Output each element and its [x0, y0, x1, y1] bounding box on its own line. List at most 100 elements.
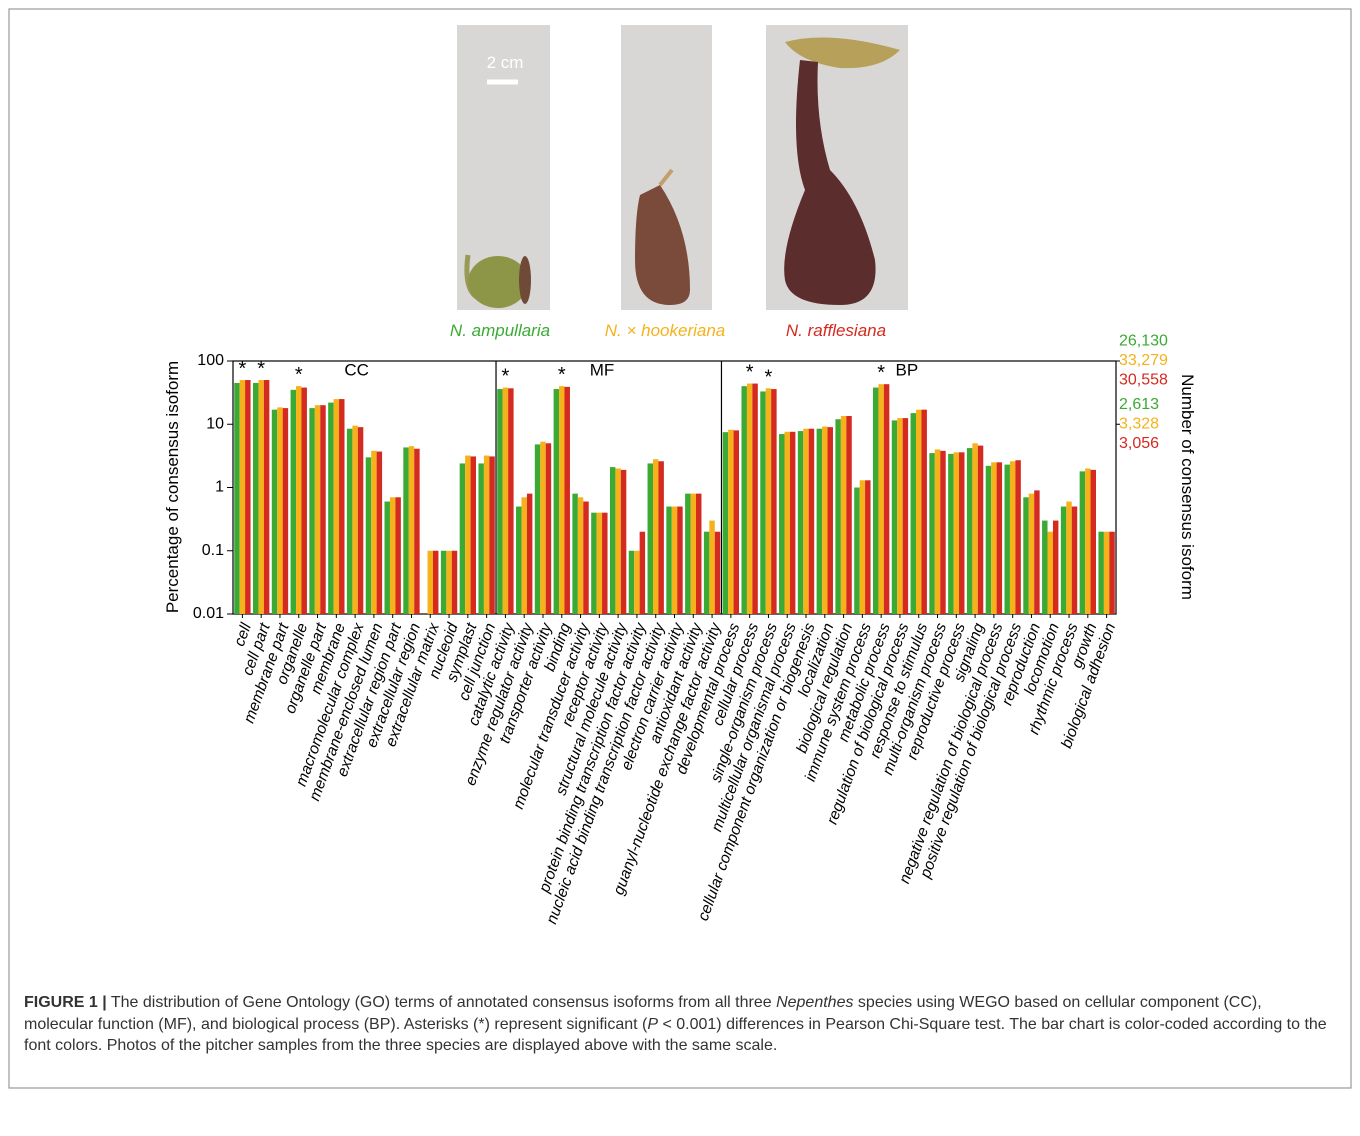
bar	[1042, 521, 1047, 614]
bar	[489, 456, 494, 614]
bar	[1098, 532, 1103, 614]
bar	[959, 452, 964, 614]
bar	[709, 521, 714, 614]
bar	[940, 451, 945, 614]
significance-label: *	[746, 362, 754, 384]
bar	[1015, 460, 1020, 614]
bar	[779, 434, 784, 614]
bar	[747, 384, 752, 614]
bar	[516, 507, 521, 614]
bar	[903, 418, 908, 614]
bar	[629, 551, 634, 614]
y2-tick-label: 2,613	[1119, 396, 1159, 413]
y-tick-label: 0.1	[202, 542, 224, 559]
photos: 2 cm	[457, 25, 908, 310]
y-tick-label: 0.01	[193, 605, 224, 622]
bar	[565, 387, 570, 614]
bar	[414, 449, 419, 614]
bar	[771, 389, 776, 614]
bar	[921, 410, 926, 614]
bar	[371, 451, 376, 614]
bar	[1104, 532, 1109, 614]
figure: 2 cm N. ampullaria N. × hookeriana N. ra…	[0, 0, 1360, 1136]
y2-tick-label: 30,558	[1119, 372, 1168, 389]
bar	[841, 416, 846, 614]
bar	[497, 389, 502, 614]
bar	[315, 405, 320, 614]
bar	[559, 386, 564, 614]
bar	[277, 407, 282, 614]
bar	[540, 442, 545, 614]
bar	[704, 532, 709, 614]
bar	[685, 494, 690, 614]
bar	[234, 383, 239, 614]
y2-tick-label: 33,279	[1119, 352, 1168, 369]
caption-text: The distribution of Gene Ontology (GO) t…	[107, 994, 776, 1011]
bar	[978, 446, 983, 614]
bar	[911, 413, 916, 614]
bar	[1048, 532, 1053, 614]
caption-label: FIGURE 1 |	[24, 994, 107, 1011]
bar	[554, 389, 559, 614]
bar	[602, 513, 607, 614]
bar	[734, 430, 739, 614]
bar	[790, 432, 795, 614]
bar	[301, 388, 306, 614]
significance-label: *	[502, 366, 510, 388]
y2-tick-label: 3,056	[1119, 435, 1159, 452]
bar	[377, 452, 382, 614]
bar	[817, 429, 822, 614]
bar	[347, 429, 352, 614]
significance-label: *	[558, 364, 566, 386]
bar	[1029, 494, 1034, 614]
bar	[291, 390, 296, 614]
bar	[484, 456, 489, 614]
bar	[253, 383, 258, 614]
bar	[860, 480, 865, 614]
y-tick-label: 1	[215, 479, 224, 496]
pitcher-mouth	[519, 256, 531, 304]
bar	[527, 494, 532, 614]
legend-hookeriana: N. × hookeriana	[605, 321, 726, 340]
bar	[358, 427, 363, 614]
bar	[403, 447, 408, 614]
bar	[784, 432, 789, 614]
bar	[723, 432, 728, 614]
pitcher	[468, 256, 528, 308]
group-label: MF	[590, 360, 615, 379]
bar	[395, 497, 400, 614]
bar	[503, 388, 508, 614]
y-tick-label: 100	[197, 352, 224, 369]
bar	[640, 532, 645, 614]
caption-italic: P	[647, 1016, 658, 1033]
significance-label: *	[295, 364, 303, 386]
bar	[677, 507, 682, 614]
bar	[991, 462, 996, 614]
bar	[715, 532, 720, 614]
bar	[897, 418, 902, 614]
bar	[1023, 497, 1028, 614]
significance-label: *	[765, 366, 773, 388]
bar	[460, 463, 465, 614]
bar	[339, 399, 344, 614]
bar	[878, 384, 883, 614]
bar	[258, 380, 263, 614]
scale-bar-label: 2 cm	[487, 53, 524, 72]
bar	[954, 452, 959, 614]
bar	[935, 449, 940, 614]
bar	[465, 456, 470, 614]
bar	[696, 494, 701, 614]
caption: FIGURE 1 | The distribution of Gene Onto…	[24, 992, 1334, 1057]
bar	[546, 443, 551, 614]
bar	[672, 507, 677, 614]
bar	[328, 403, 333, 614]
bar	[245, 380, 250, 614]
bar	[264, 380, 269, 614]
bar	[967, 448, 972, 614]
bar	[1061, 507, 1066, 614]
bar	[1053, 521, 1058, 614]
legend-ampullaria: N. ampullaria	[450, 321, 550, 340]
bar	[741, 386, 746, 614]
bar	[846, 416, 851, 614]
bar	[948, 454, 953, 614]
